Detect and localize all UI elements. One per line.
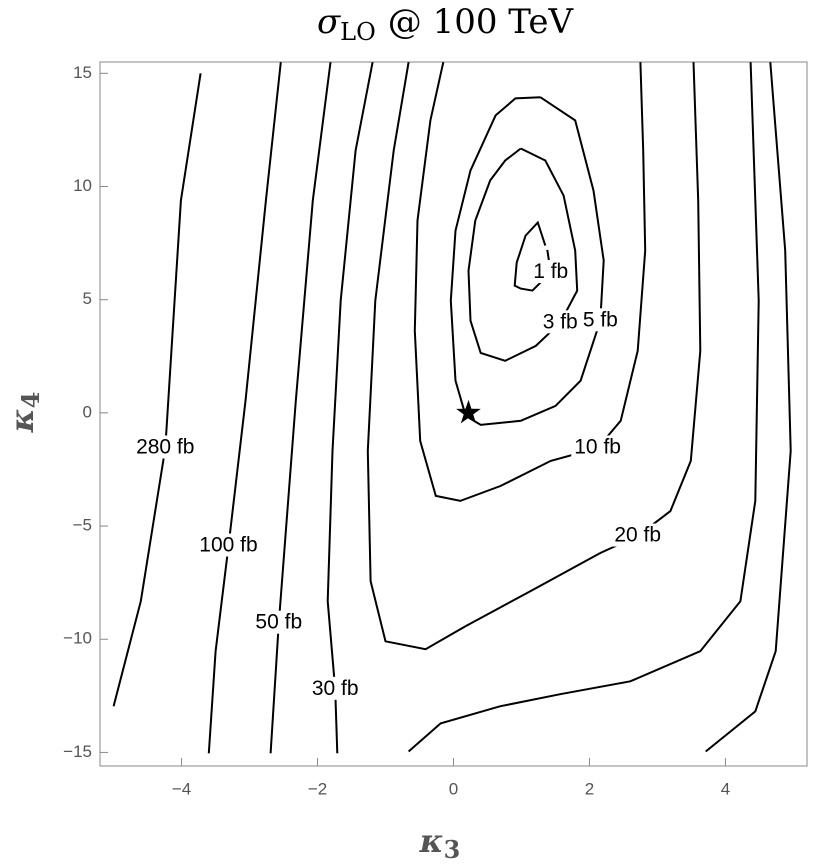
x-tick-label: 4 [721,779,730,798]
contour-line [467,147,579,362]
y-label-symbol: κ [3,408,41,433]
contour-label-bg [539,310,581,334]
contour-labels: 1 fb 3 fb 5 fb 10 fb 20 fb 30 fb 50 fb 100 fb 28… [133,260,665,700]
contour-label-bg [611,523,665,547]
contour-line [269,62,792,754]
title-symbol: σ [317,2,341,42]
chart-title: σLO @ 100 TeV [317,2,575,46]
contour-label: 30 fb [312,677,359,700]
contour-label-bg [571,435,624,459]
contour-label: 280 fb [136,436,194,459]
y-tick-label: −15 [63,742,92,761]
y-tick-label: 10 [73,176,92,195]
contour-label-bg [579,308,621,332]
title-text: @ 100 TeV [388,2,575,42]
contour-line [112,73,202,707]
contour-label: 3 fb [543,310,578,333]
x-axis-label: κ3 [419,822,461,864]
contour-label: 5 fb [583,308,618,331]
contour-label: 1 fb [533,260,568,283]
plot-frame [99,61,808,767]
x-tick-label: −4 [172,779,191,798]
x-tick-label: 0 [449,779,458,798]
y-tick-label: 5 [83,289,92,308]
x-label-subscript: 3 [444,835,461,864]
y-tick-label: −10 [63,629,92,648]
contour-label-bg [133,435,198,459]
y-label-subscript: 4 [16,392,45,409]
contour-line [366,62,702,651]
x-label-symbol: κ [419,822,444,860]
y-tick-label: −5 [73,516,92,535]
contour-lines [112,61,792,754]
contour-line [449,96,605,426]
contour-label-bg [530,260,572,284]
contour-line [413,61,647,502]
contour-label: 50 fb [255,611,302,634]
y-tick-label: 0 [83,402,92,421]
x-tick-label: 2 [585,779,594,798]
contour-label: 10 fb [574,436,621,459]
y-tick-label: 15 [73,63,92,82]
contour-label: 100 fb [199,534,257,557]
contour-label-bg [308,676,362,700]
contour-label-bg [252,610,306,634]
title-subscript: LO [340,18,376,46]
contour-label-bg [196,533,261,557]
contour-line [207,62,282,754]
contour-label: 20 fb [614,524,661,547]
x-tick-label: −2 [308,779,327,798]
star-marker [456,399,481,424]
y-axis-label: κ4 [3,392,45,434]
